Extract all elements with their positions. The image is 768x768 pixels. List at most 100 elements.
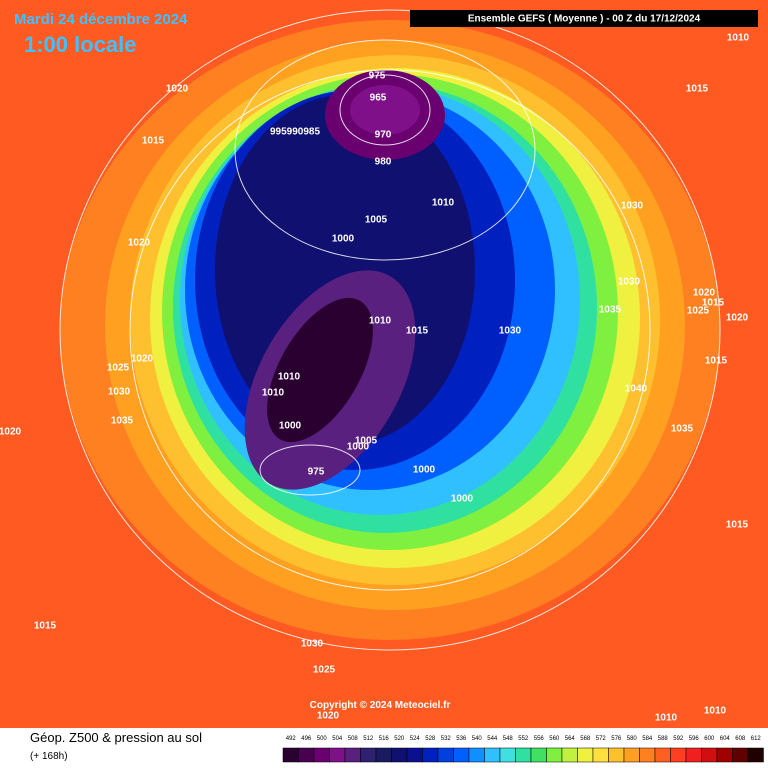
isobar-label: 1010: [369, 316, 392, 327]
legend-swatch: [530, 747, 547, 763]
legend-label: 524: [410, 736, 421, 742]
isobar-label: 1020: [0, 427, 22, 438]
legend-swatch: [313, 747, 330, 763]
legend-swatch: [747, 747, 764, 763]
low: [350, 85, 420, 135]
legend-swatch: [298, 747, 315, 763]
isobar-label: 1020: [128, 238, 151, 249]
isobar-label: 1025: [687, 306, 710, 317]
legend-label: 540: [472, 736, 483, 742]
isobar-label: 975: [369, 71, 386, 82]
isobar-label: 1020: [726, 313, 749, 324]
legend-swatch: [329, 747, 346, 763]
legend-swatch: [406, 747, 423, 763]
isobar: [259, 444, 361, 496]
isobar-label: 1015: [34, 621, 57, 632]
legend-label: 552: [518, 736, 529, 742]
isobar-label: 1030: [301, 639, 324, 650]
isobar-label: 1010: [655, 713, 678, 724]
legend-swatch: [670, 747, 687, 763]
legend-label: 600: [704, 736, 715, 742]
legend-swatch: [654, 747, 671, 763]
legend: 492 496 500 504 508 512 516 520 524 528 532 536 540 5…: [282, 736, 764, 763]
isobar-label: 1010: [432, 198, 455, 209]
legend-swatch: [484, 747, 501, 763]
legend-label: 572: [596, 736, 607, 742]
legend-label: 580: [627, 736, 638, 742]
footer-lead: (+ 168h): [30, 751, 68, 762]
isobar-label: 1000: [347, 442, 370, 453]
isobar-label: 965: [370, 93, 387, 104]
legend-swatch: [453, 747, 470, 763]
date: Mardi 24 décembre 2024: [14, 11, 188, 28]
legend-swatch: [515, 747, 532, 763]
isobar-label: 1010: [262, 388, 285, 399]
legend-swatch: [561, 747, 578, 763]
isobar: [339, 74, 431, 146]
legend-swatch: [422, 747, 439, 763]
isobar-label: 1015: [702, 298, 725, 309]
footer-title: Géop. Z500 & pression au sol: [30, 730, 202, 745]
isobar-label: 1020: [317, 711, 340, 722]
isobar-label: 1000: [451, 494, 474, 505]
isobar-label: 1025: [313, 665, 336, 676]
legend-label: 532: [441, 736, 452, 742]
isobar-label: 1035: [671, 424, 694, 435]
legend-label: 568: [580, 736, 591, 742]
legend-label: 596: [689, 736, 700, 742]
isobar-label: 1025: [107, 363, 130, 374]
legend-label: 504: [332, 736, 343, 742]
isobar-label: 1030: [618, 277, 641, 288]
legend-swatch: [732, 747, 749, 763]
isobar-label: 1020: [693, 288, 716, 299]
isobar-label: 1015: [726, 520, 749, 531]
legend-label: 500: [317, 736, 328, 742]
legend-swatch: [608, 747, 625, 763]
isobar: [234, 39, 536, 261]
isobar-label: 1040: [625, 384, 648, 395]
isobar-label: 1000: [279, 421, 302, 432]
isobar-label: 1005: [355, 436, 378, 447]
isobar-label: 1015: [406, 326, 429, 337]
legend-label: 584: [642, 736, 653, 742]
legend-swatch: [344, 747, 361, 763]
legend-swatch: [639, 747, 656, 763]
time: 1:00 locale: [24, 32, 137, 57]
legend-swatch: [391, 747, 408, 763]
legend-swatch: [716, 747, 733, 763]
legend-label: 508: [348, 736, 359, 742]
legend-label: 548: [503, 736, 514, 742]
legend-label: 544: [487, 736, 498, 742]
isobar-label: 1035: [111, 416, 134, 427]
isobar-label: 1010: [278, 372, 301, 383]
legend-swatch: [499, 747, 516, 763]
legend-swatch: [360, 747, 377, 763]
isobar-label: 1015: [686, 84, 709, 95]
legend-swatch: [375, 747, 392, 763]
isobar-label: 1010: [727, 33, 750, 44]
run-info: Ensemble GEFS ( Moyenne ) - 00 Z du 17/1…: [468, 14, 701, 25]
isobar-label: 1005: [365, 215, 388, 226]
legend-label: 608: [735, 736, 746, 742]
legend-label: 592: [673, 736, 684, 742]
isobar-label: 1015: [142, 136, 165, 147]
map: Ensemble GEFS ( Moyenne ) - 00 Z du 17/1…: [0, 0, 768, 728]
isobar-label: 1020: [166, 84, 189, 95]
legend-swatch: [546, 747, 563, 763]
isobar-label: 1030: [499, 326, 522, 337]
legend-swatch: [685, 747, 702, 763]
legend-label: 536: [456, 736, 467, 742]
legend-swatch: [701, 747, 718, 763]
legend-label: 496: [301, 736, 312, 742]
legend-label: 556: [534, 736, 545, 742]
isobar: [129, 69, 651, 591]
legend-label: 512: [363, 736, 374, 742]
legend-label: 560: [549, 736, 560, 742]
legend-label: 492: [286, 736, 297, 742]
legend-label: 564: [565, 736, 576, 742]
isobar-label: 1030: [108, 387, 131, 398]
legend-swatch: [282, 747, 299, 763]
legend-swatch: [592, 747, 609, 763]
